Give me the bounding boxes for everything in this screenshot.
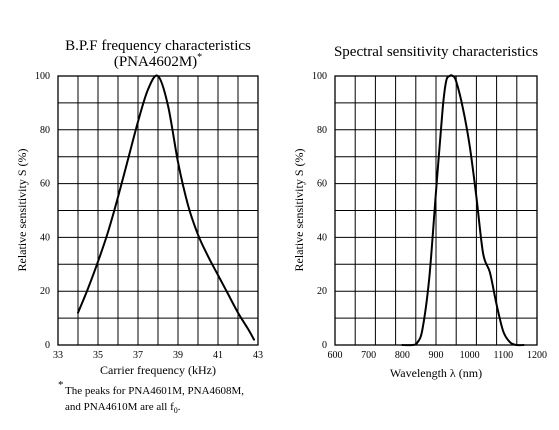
y-tick-labels: 0 20 40 60 80 100 <box>312 71 327 351</box>
x-tick-label: 43 <box>253 350 263 361</box>
x-tick-label: 39 <box>173 350 183 361</box>
x-axis-label: Wavelength λ (nm) <box>390 366 482 380</box>
plot-area <box>401 74 525 347</box>
y-tick-label: 80 <box>317 125 327 136</box>
y-axis-label: Relative sensitivity S (%) <box>15 149 29 272</box>
x-tick-label: 700 <box>361 350 376 361</box>
x-tick-label: 33 <box>53 350 63 361</box>
footnote-line-2-text: and PNA4610M are all f <box>65 401 174 413</box>
y-axis-label: Relative sensitivity S (%) <box>292 149 306 272</box>
y-tick-label: 60 <box>317 179 327 190</box>
y-tick-label: 100 <box>312 71 327 82</box>
chart-subtitle-text: (PNA4602M) <box>114 54 197 70</box>
y-tick-label: 40 <box>40 232 50 243</box>
footnote-subscript: 0 <box>174 406 178 415</box>
x-tick-label: 1200 <box>527 350 547 361</box>
chart-subtitle-mark: * <box>197 52 202 63</box>
series-line <box>401 74 525 347</box>
spectral-sensitivity-chart: Spectral sensitivity characteristics 600… <box>292 44 547 380</box>
plot-frame <box>334 75 538 346</box>
x-tick-labels: 600 700 800 900 1000 1100 1200 <box>328 350 548 361</box>
y-tick-label: 20 <box>317 286 327 297</box>
footnote: * The peaks for PNA4601M, PNA4608M, and … <box>58 379 244 415</box>
plot-area <box>77 74 255 341</box>
x-tick-label: 41 <box>213 350 223 361</box>
y-tick-label: 0 <box>322 340 327 351</box>
series-line <box>77 74 255 341</box>
y-tick-label: 20 <box>40 286 50 297</box>
bpf-frequency-chart: B.P.F frequency characteristics (PNA4602… <box>15 38 263 377</box>
footnote-line-2-end: . <box>178 401 181 413</box>
x-tick-label: 800 <box>395 350 410 361</box>
footnote-line-1: The peaks for PNA4601M, PNA4608M, <box>65 385 244 397</box>
x-axis-label: Carrier frequency (kHz) <box>100 363 216 377</box>
y-tick-label: 100 <box>35 71 50 82</box>
x-tick-label: 37 <box>133 350 143 361</box>
grid <box>334 75 538 346</box>
y-tick-label: 40 <box>317 232 327 243</box>
y-tick-label: 80 <box>40 125 50 136</box>
x-tick-label: 900 <box>429 350 444 361</box>
x-tick-label: 35 <box>93 350 103 361</box>
x-tick-label: 1000 <box>460 350 480 361</box>
y-tick-label: 0 <box>45 340 50 351</box>
footnote-line-2: and PNA4610M are all f0. <box>65 401 181 415</box>
x-tick-labels: 33 35 37 39 41 43 <box>53 350 263 361</box>
y-tick-label: 60 <box>40 179 50 190</box>
y-tick-labels: 0 20 40 60 80 100 <box>35 71 50 351</box>
x-tick-label: 1100 <box>494 350 514 361</box>
chart-title: B.P.F frequency characteristics <box>65 38 251 54</box>
x-tick-label: 600 <box>328 350 343 361</box>
chart-subtitle: (PNA4602M)* <box>114 52 202 70</box>
footnote-mark: * <box>58 379 64 391</box>
grid <box>57 75 259 346</box>
chart-title: Spectral sensitivity characteristics <box>334 44 538 60</box>
